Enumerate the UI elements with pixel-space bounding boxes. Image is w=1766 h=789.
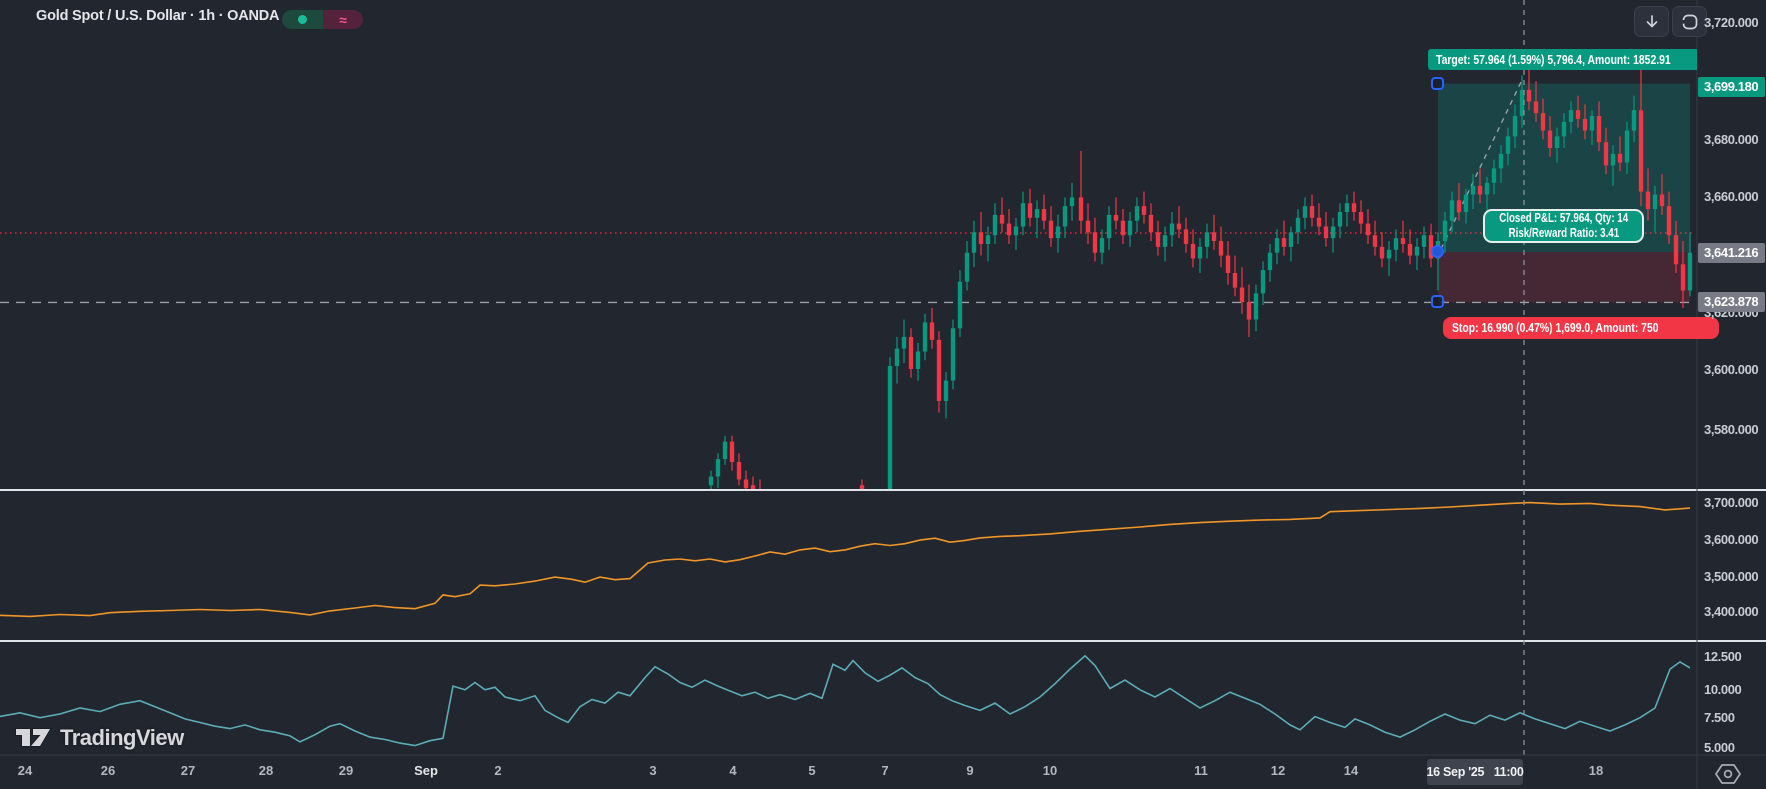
restore-frame-icon [1680, 14, 1697, 29]
entry-to-target-dashed-line[interactable] [1440, 79, 1523, 250]
indicator-badge-wave[interactable]: ≈ [323, 10, 363, 29]
arrow-down-icon [1646, 14, 1657, 27]
oscillator-line[interactable] [0, 654, 1691, 747]
time-axis-label: 18 [1588, 763, 1604, 778]
price-axis-label: 3,600.000 [1704, 362, 1759, 377]
time-axis-label: 29 [338, 763, 354, 778]
time-axis-label: 14 [1343, 763, 1359, 778]
price-axis-label: 3,641.216 [1698, 243, 1765, 263]
price-axis-label: 5.000 [1704, 740, 1735, 755]
price-axis-label: 3,680.000 [1704, 132, 1759, 147]
hexagon-settings-icon [1715, 764, 1741, 784]
time-axis-label: 9 [966, 763, 974, 778]
candlestick-series[interactable] [708, 60, 1693, 491]
closed-pnl-tooltip: Closed P&L: 57.964, Qty: 14 Risk/Reward … [1483, 209, 1644, 243]
price-axis-label: 12.500 [1704, 649, 1742, 664]
wave-icon: ≈ [339, 11, 347, 28]
time-axis-label: 27 [180, 763, 196, 778]
price-axis-label: 3,699.180 [1698, 77, 1765, 97]
pane-settings-button[interactable] [1713, 760, 1743, 788]
price-axis-label: 7.500 [1704, 710, 1735, 725]
time-axis-label: 28 [258, 763, 274, 778]
price-axis-label: 3,700.000 [1704, 495, 1759, 510]
stop-label[interactable]: Stop: 16.990 (0.47%) 1,699.0, Amount: 75… [1443, 317, 1720, 339]
entry-handle[interactable] [1431, 245, 1444, 259]
time-axis-label: 12 [1270, 763, 1286, 778]
time-axis-label: 5 [808, 763, 816, 778]
price-axis-label: 3,400.000 [1704, 604, 1759, 619]
price-axis-label: 3,500.000 [1704, 569, 1759, 584]
tradingview-logo-icon [15, 728, 52, 747]
stop-handle[interactable] [1431, 295, 1444, 309]
tooltip-line-1: Closed P&L: 57.964, Qty: 14 [1499, 211, 1628, 225]
watermark-text: TradingView [60, 724, 184, 750]
time-axis-label: 26 [100, 763, 116, 778]
price-level-lines [0, 232, 1694, 304]
time-axis-label: 3 [649, 763, 657, 778]
scroll-to-recent-button[interactable] [1634, 6, 1669, 37]
indicator-badge-dot[interactable] [282, 10, 323, 29]
time-axis-label: 4 [729, 763, 737, 778]
target-label[interactable]: Target: 57.964 (1.59%) 5,796.4, Amount: … [1428, 49, 1697, 70]
price-axis-label: 3,720.000 [1704, 15, 1759, 30]
price-axis-label: 3,623.878 [1698, 292, 1765, 312]
price-axis-label: 10.000 [1704, 682, 1742, 697]
time-axis-label: 7 [881, 763, 889, 778]
symbol-title[interactable]: Gold Spot / U.S. Dollar · 1h · OANDA [36, 8, 280, 24]
price-axis-label: 3,660.000 [1704, 189, 1759, 204]
time-axis-label: 2 [494, 763, 502, 778]
time-axis-label: Sep [414, 763, 438, 778]
target-handle[interactable] [1431, 76, 1444, 90]
price-axis[interactable]: 3,720.000 3,699.180 3,680.000 3,660.000 3,62… [1697, 0, 1766, 755]
tooltip-line-2: Risk/Reward Ratio: 3.41 [1508, 226, 1619, 240]
restore-chart-button[interactable] [1672, 6, 1707, 37]
time-axis-label: 10 [1042, 763, 1058, 778]
price-line-indicator[interactable] [0, 501, 1691, 618]
price-axis-label: 3,580.000 [1704, 422, 1759, 437]
time-axis[interactable]: 24 26 27 28 29 Sep 2 3 4 5 7 9 10 11 12 14 18 [0, 755, 1766, 789]
teal-dot-icon [298, 15, 307, 24]
price-axis-label: 3,600.000 [1704, 532, 1759, 547]
time-axis-label: 11 [1194, 763, 1208, 778]
crosshair-date-badge: 16 Sep '25 11:00 [1427, 759, 1524, 785]
time-axis-label: 24 [17, 763, 33, 778]
tradingview-watermark: TradingView [14, 724, 184, 751]
